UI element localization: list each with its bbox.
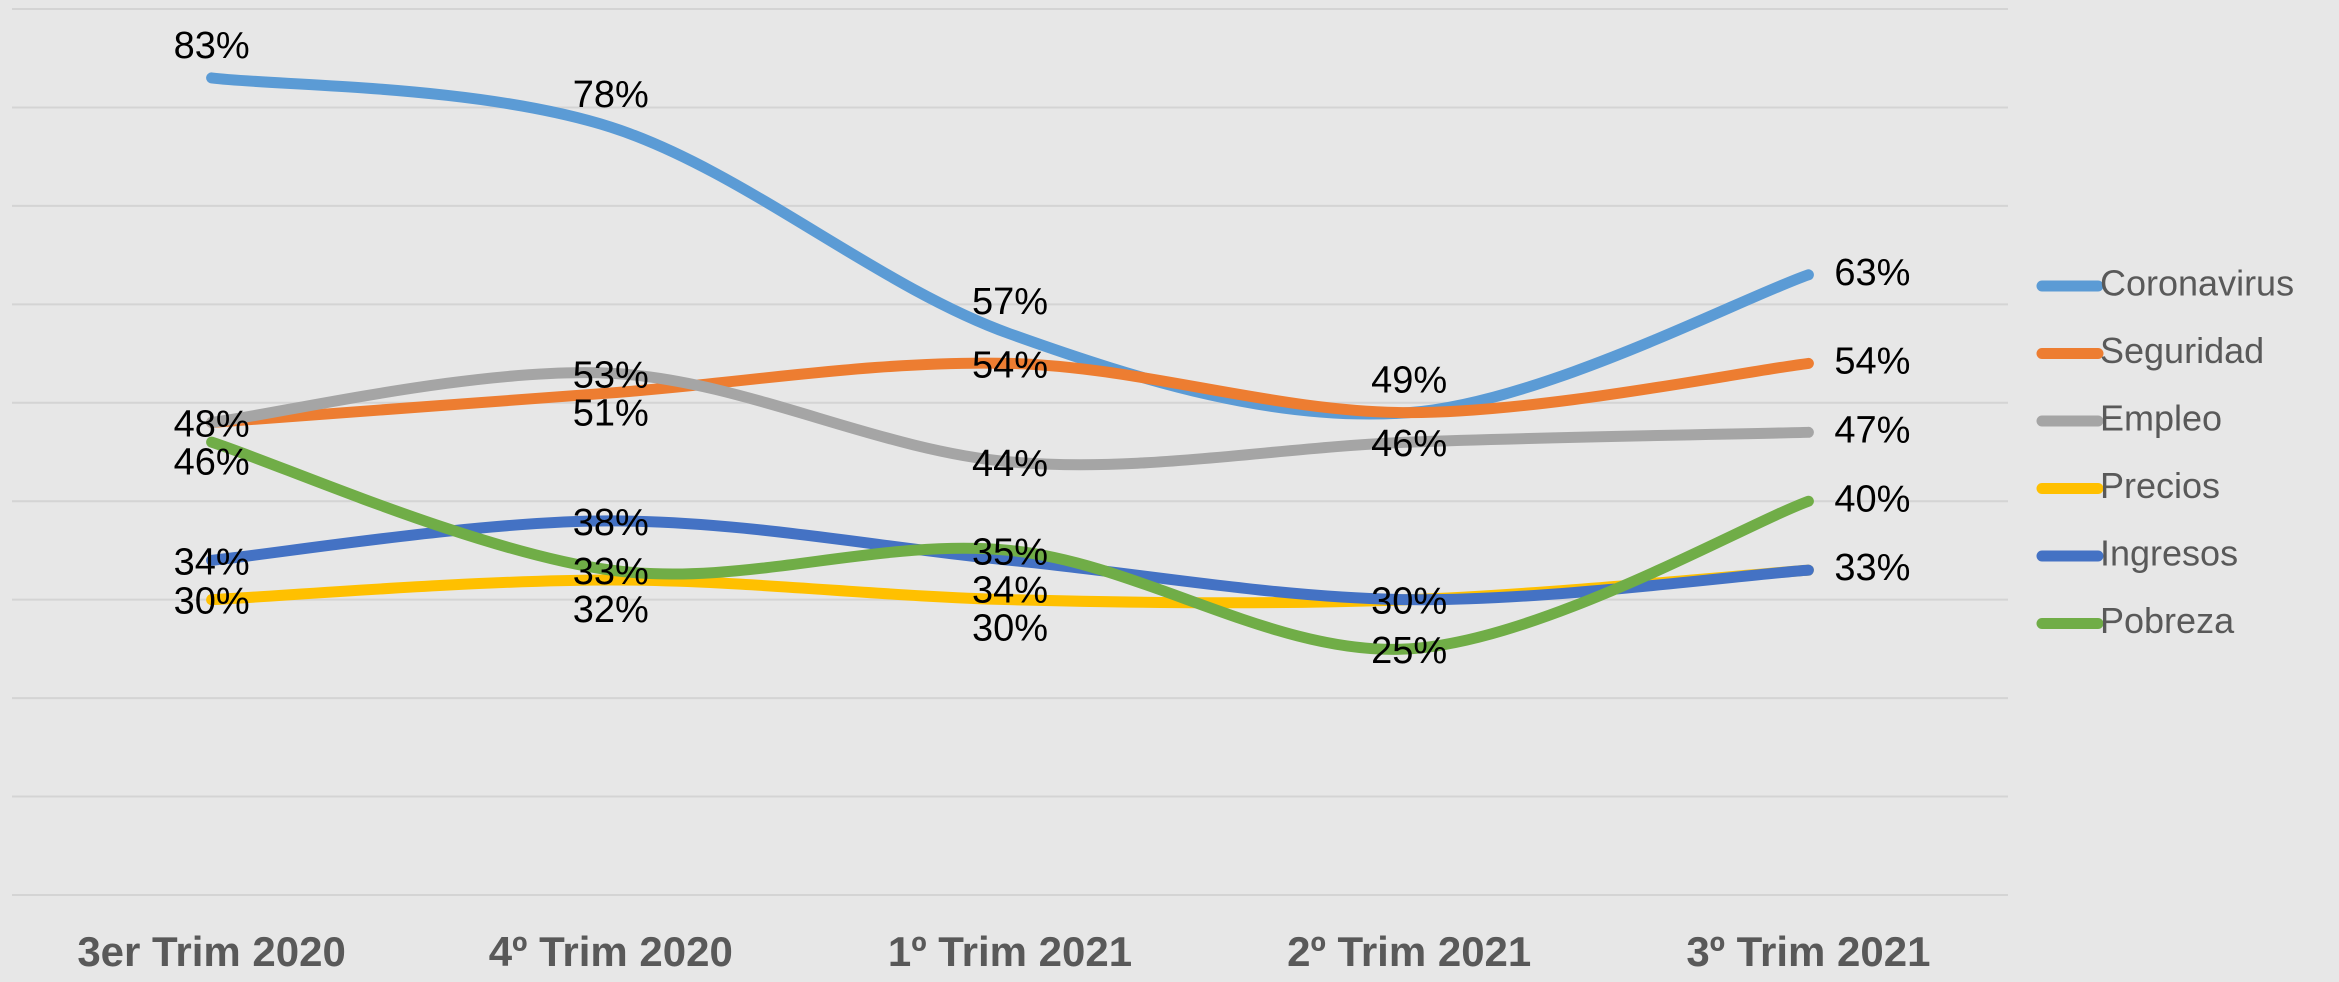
data-label: 38% — [573, 502, 649, 544]
data-label: 30% — [1371, 581, 1447, 623]
legend-label: Empleo — [2100, 398, 2222, 439]
data-label: 63% — [1834, 252, 1910, 294]
x-tick-label: 4º Trim 2020 — [489, 928, 733, 975]
legend-label: Coronavirus — [2100, 263, 2294, 304]
data-label: 30% — [174, 581, 250, 623]
x-tick-label: 3º Trim 2021 — [1686, 928, 1930, 975]
legend-label: Precios — [2100, 465, 2220, 506]
legend-label: Ingresos — [2100, 533, 2238, 574]
data-label: 44% — [972, 443, 1048, 485]
data-label: 40% — [1834, 478, 1910, 520]
data-label: 78% — [573, 74, 649, 116]
x-tick-label: 2º Trim 2021 — [1287, 928, 1531, 975]
legend-label: Seguridad — [2100, 330, 2264, 371]
data-label: 34% — [972, 569, 1048, 611]
series-line — [206, 436, 1814, 655]
data-label: 33% — [1834, 547, 1910, 589]
series-line — [206, 72, 1814, 420]
data-label: 32% — [573, 589, 649, 631]
data-label: 46% — [174, 441, 250, 483]
data-label: 49% — [1371, 360, 1447, 402]
data-label: 34% — [174, 541, 250, 583]
data-label: 57% — [972, 281, 1048, 323]
legend-label: Pobreza — [2100, 600, 2235, 641]
data-label: 25% — [1371, 630, 1447, 672]
x-tick-label: 3er Trim 2020 — [77, 928, 346, 975]
data-label: 83% — [174, 25, 250, 67]
data-label: 30% — [972, 607, 1048, 649]
x-tick-label: 1º Trim 2021 — [888, 928, 1132, 975]
data-label: 35% — [972, 531, 1048, 573]
series-line — [206, 357, 1814, 428]
series-line — [206, 367, 1814, 471]
data-label: 54% — [1834, 340, 1910, 382]
data-label: 53% — [573, 354, 649, 396]
data-label: 33% — [573, 551, 649, 593]
data-label: 48% — [174, 403, 250, 445]
series-line — [206, 515, 1814, 606]
data-label: 46% — [1371, 423, 1447, 465]
data-label: 54% — [972, 344, 1048, 386]
data-label: 47% — [1834, 409, 1910, 451]
data-label: 51% — [573, 392, 649, 434]
